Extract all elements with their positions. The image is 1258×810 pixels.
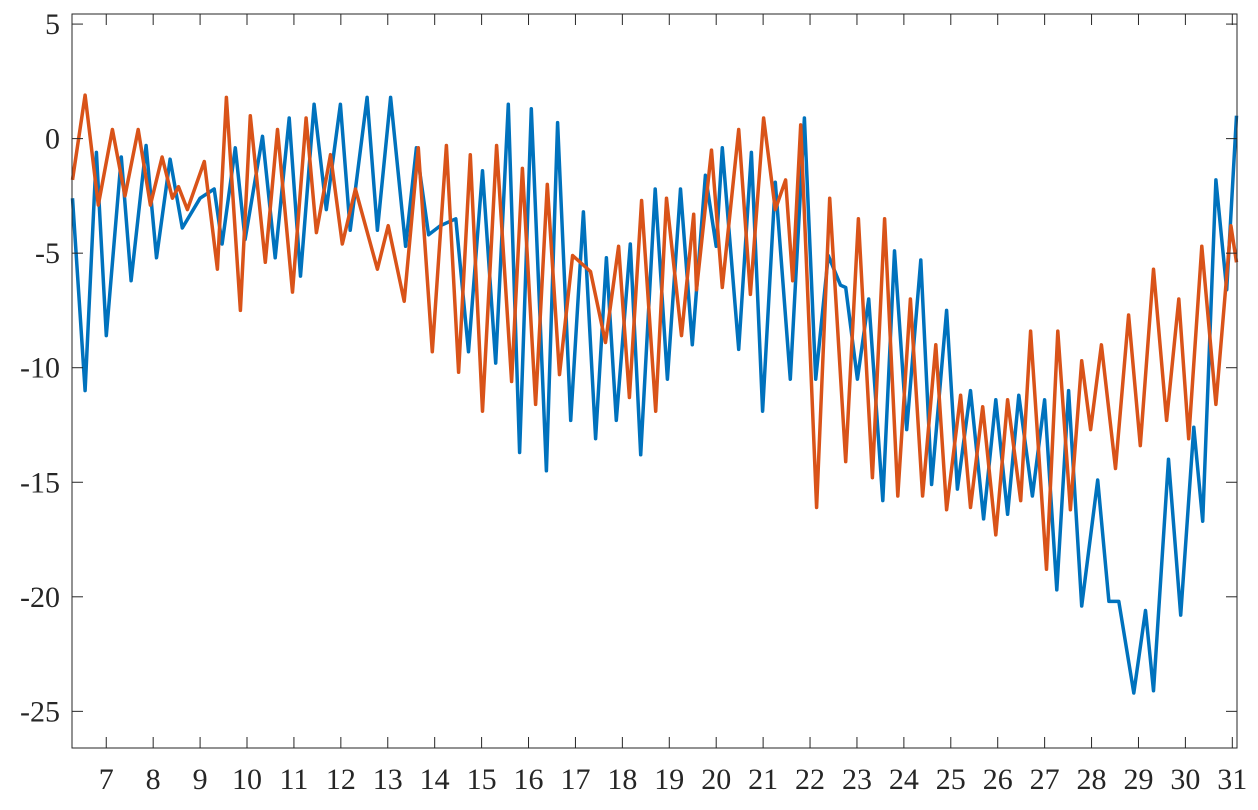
x-tick-label: 14 — [420, 763, 450, 796]
x-tick-label: 31 — [1217, 763, 1247, 796]
x-tick-label: 23 — [842, 763, 872, 796]
x-tick-label: 21 — [748, 763, 778, 796]
y-tick-label: 5 — [45, 8, 60, 41]
y-tick-label: -10 — [20, 352, 60, 385]
y-tick-label: -25 — [20, 695, 60, 728]
x-tick-label: 25 — [936, 763, 966, 796]
x-tick-label: 13 — [373, 763, 403, 796]
x-tick-label: 29 — [1123, 763, 1153, 796]
x-tick-label: 16 — [514, 763, 544, 796]
y-tick-label: -5 — [35, 237, 60, 270]
x-tick-label: 12 — [326, 763, 356, 796]
x-tick-label: 9 — [193, 763, 208, 796]
y-tick-label: -15 — [20, 466, 60, 499]
x-tick-label: 17 — [560, 763, 590, 796]
x-tick-label: 8 — [146, 763, 161, 796]
axes-box — [71, 13, 1238, 749]
x-tick-label: 22 — [795, 763, 825, 796]
x-tick-label: 27 — [1030, 763, 1060, 796]
x-tick-label: 30 — [1170, 763, 1200, 796]
data-line — [70, 93, 1239, 572]
y-tick-label: -20 — [20, 581, 60, 614]
x-tick-label: 7 — [99, 763, 114, 796]
x-tick-label: 24 — [889, 763, 919, 796]
x-tick-label: 15 — [467, 763, 497, 796]
x-tick-label: 20 — [701, 763, 731, 796]
x-tick-label: 10 — [232, 763, 262, 796]
x-tick-label: 18 — [607, 763, 637, 796]
x-tick-label: 19 — [654, 763, 684, 796]
y-tick-label: 0 — [45, 123, 60, 156]
x-tick-label: 28 — [1077, 763, 1107, 796]
x-tick-label: 11 — [279, 763, 308, 796]
x-tick-label: 26 — [983, 763, 1013, 796]
